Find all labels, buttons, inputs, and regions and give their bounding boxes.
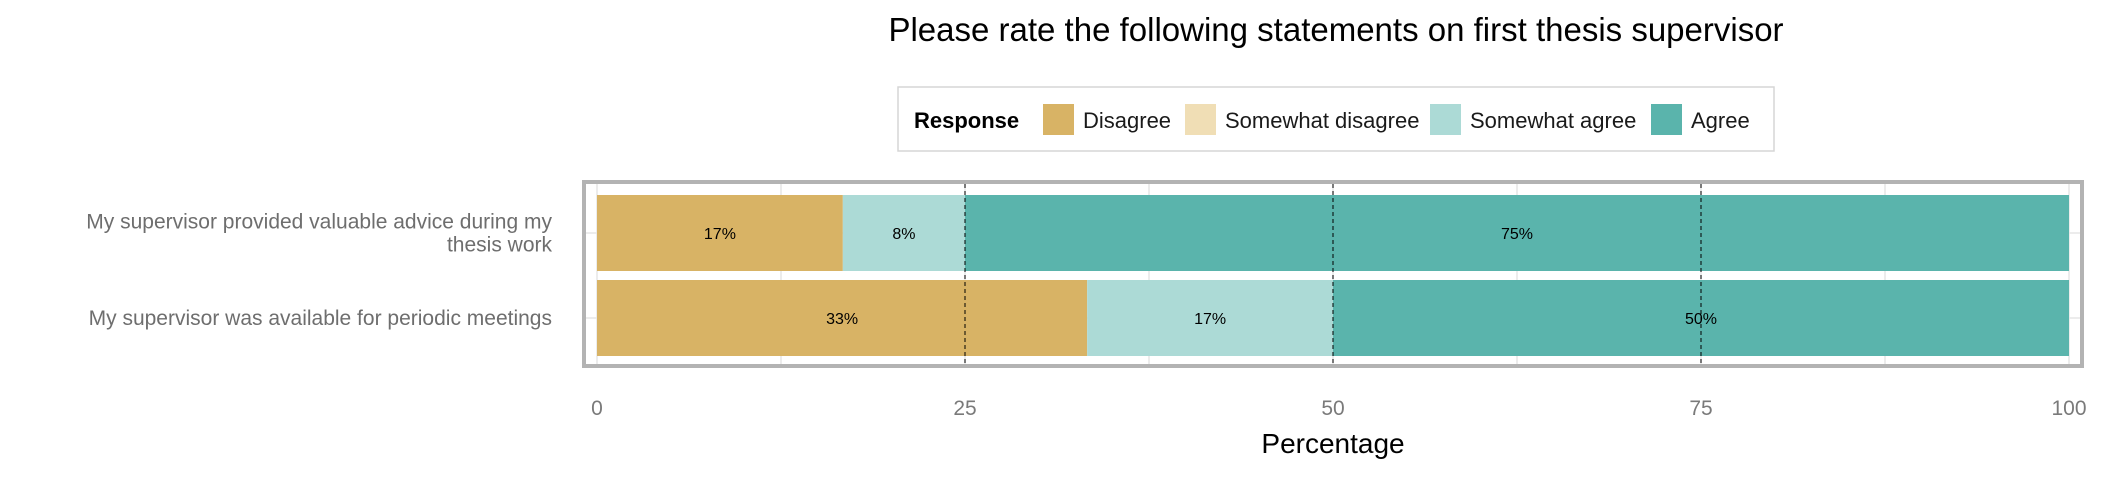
reference-lines — [964, 184, 1702, 364]
legend-swatch — [1185, 104, 1216, 135]
x-axis-ticks: 0 25 50 75 100 — [591, 397, 2086, 420]
bars — [597, 195, 2069, 356]
x-tick-label: 50 — [1321, 397, 1344, 420]
data-label: 75% — [1501, 226, 1533, 243]
data-label: 17% — [1194, 311, 1226, 328]
x-tick-label: 100 — [2051, 397, 2086, 420]
category-label: My supervisor was available for periodic… — [89, 307, 552, 330]
x-tick-label: 0 — [591, 397, 603, 420]
category-label: My supervisor provided valuable advice d… — [86, 211, 552, 234]
legend-label: Somewhat agree — [1470, 108, 1636, 133]
legend-swatch — [1651, 104, 1682, 135]
legend-label: Agree — [1691, 108, 1750, 133]
legend-swatch — [1043, 104, 1074, 135]
data-label: 17% — [704, 226, 736, 243]
chart-title: Please rate the following statements on … — [888, 11, 1783, 48]
x-tick-label: 75 — [1689, 397, 1712, 420]
legend: Response Disagree Somewhat disagree Somewh… — [897, 86, 1775, 152]
bar-somewhat-agree — [842, 195, 965, 271]
legend-title: Response — [914, 108, 1019, 133]
category-label: thesis work — [447, 234, 553, 257]
data-label: 33% — [826, 311, 858, 328]
x-axis-title: Percentage — [1261, 428, 1404, 459]
data-label: 8% — [892, 226, 915, 243]
legend-swatch — [1430, 104, 1461, 135]
bar-disagree — [597, 195, 843, 271]
legend-label: Somewhat disagree — [1225, 108, 1419, 133]
bar-somewhat-agree — [1087, 280, 1333, 356]
x-tick-label: 25 — [953, 397, 976, 420]
data-labels: 17% 8% 75% 33% 17% 50% — [704, 226, 1717, 328]
bar-disagree — [597, 280, 1088, 356]
bar-agree — [965, 195, 2069, 271]
category-labels: My supervisor provided valuable advice d… — [86, 211, 552, 331]
legend-label: Disagree — [1083, 108, 1171, 133]
data-label: 50% — [1685, 311, 1717, 328]
